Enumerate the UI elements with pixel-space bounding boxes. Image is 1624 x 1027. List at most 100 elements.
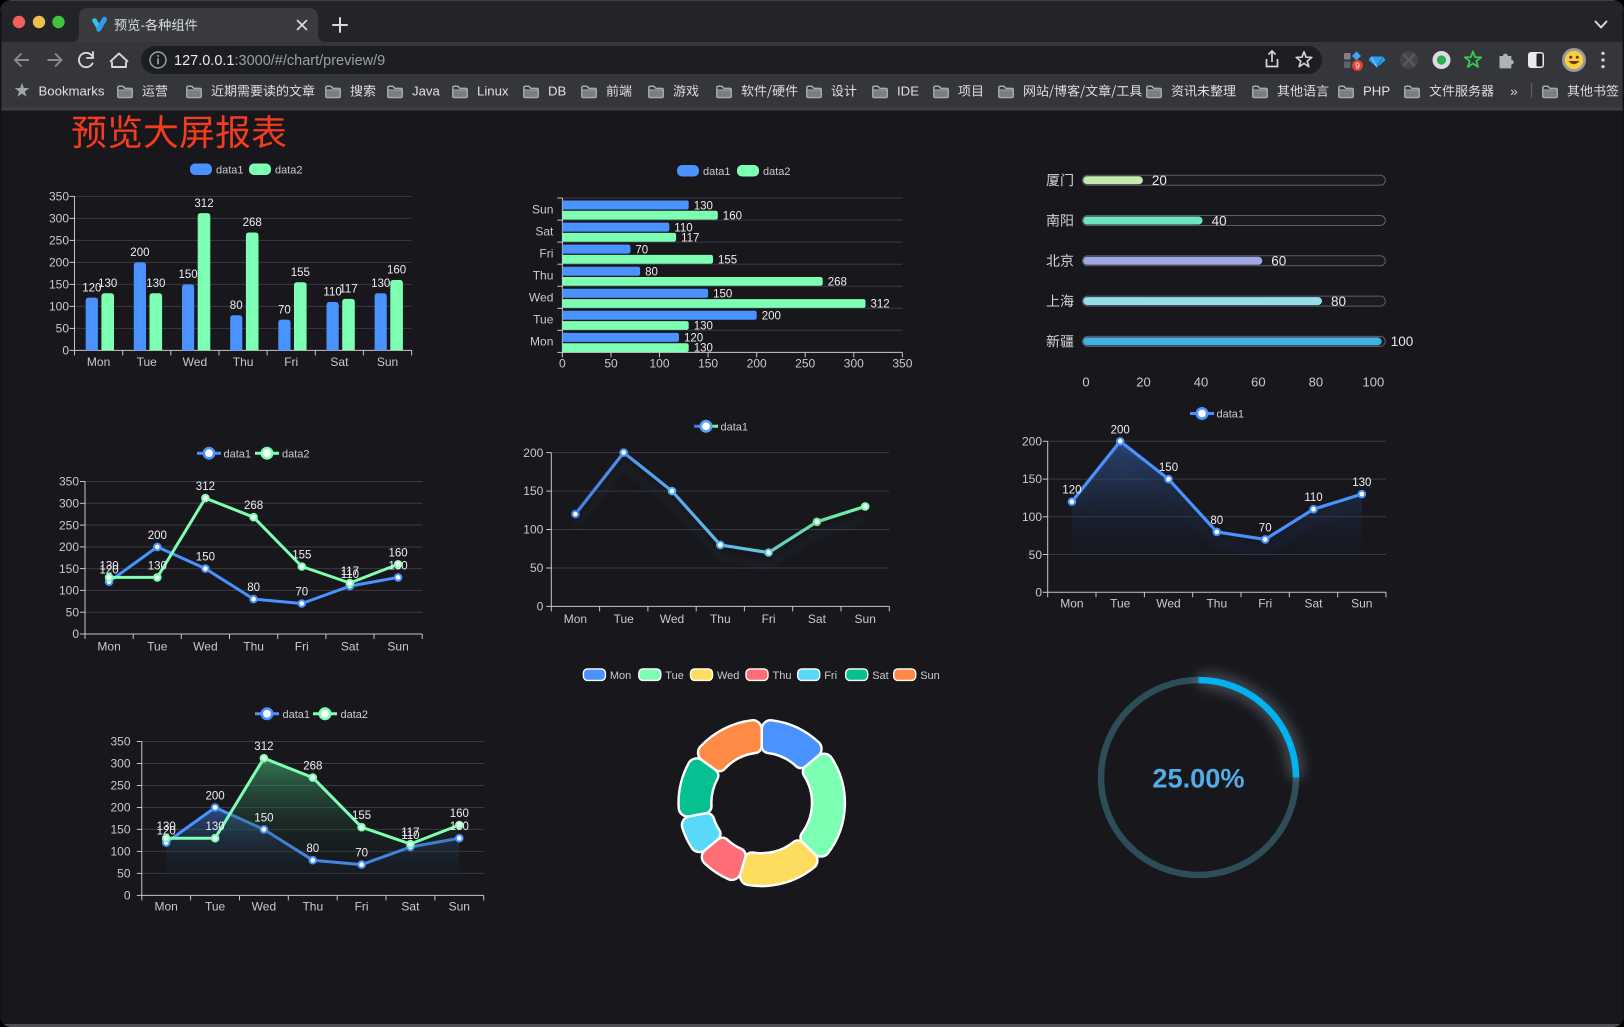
svg-text:150: 150 xyxy=(1022,472,1042,486)
svg-text:200: 200 xyxy=(762,311,781,323)
svg-text:40: 40 xyxy=(1194,375,1208,390)
svg-text:Mon: Mon xyxy=(87,355,110,369)
svg-text:0: 0 xyxy=(1035,586,1042,600)
svg-text:data2: data2 xyxy=(341,709,369,721)
svg-text:Fri: Fri xyxy=(284,355,298,369)
svg-text:100: 100 xyxy=(1022,510,1042,524)
svg-text:130: 130 xyxy=(694,321,713,333)
svg-text:200: 200 xyxy=(1022,435,1042,449)
svg-text:268: 268 xyxy=(243,217,262,229)
svg-text:Mon: Mon xyxy=(610,670,631,682)
svg-text:Wed: Wed xyxy=(660,612,684,626)
svg-text:100: 100 xyxy=(59,584,79,598)
svg-text:9: 9 xyxy=(1355,61,1360,71)
svg-text:110: 110 xyxy=(323,287,341,299)
svg-text:130: 130 xyxy=(206,821,225,833)
svg-text:130: 130 xyxy=(694,200,713,212)
svg-text:Mon: Mon xyxy=(1060,597,1083,611)
svg-text:300: 300 xyxy=(59,497,79,511)
svg-text:20: 20 xyxy=(1152,173,1167,188)
svg-text:Linux: Linux xyxy=(477,84,509,99)
svg-text:130: 130 xyxy=(100,560,119,572)
svg-text:25.00%: 25.00% xyxy=(1152,763,1244,794)
svg-text:110: 110 xyxy=(674,222,692,234)
svg-text:Sun: Sun xyxy=(532,202,553,216)
svg-text:data2: data2 xyxy=(282,448,310,460)
svg-text:Fri: Fri xyxy=(295,640,309,654)
svg-text:120: 120 xyxy=(82,282,101,294)
svg-text:PHP: PHP xyxy=(1363,84,1390,99)
svg-text:80: 80 xyxy=(1331,294,1346,309)
svg-text:70: 70 xyxy=(278,304,291,316)
svg-text:250: 250 xyxy=(110,779,130,793)
svg-text:data1: data1 xyxy=(283,709,311,721)
svg-text:130: 130 xyxy=(146,278,165,290)
svg-text:150: 150 xyxy=(59,562,79,576)
svg-text:250: 250 xyxy=(49,234,69,248)
svg-text:130: 130 xyxy=(98,278,117,290)
svg-text:data1: data1 xyxy=(703,166,731,178)
svg-text:100: 100 xyxy=(49,300,69,314)
svg-text:200: 200 xyxy=(49,256,69,270)
svg-text:130: 130 xyxy=(148,560,167,572)
svg-text:Wed: Wed xyxy=(529,291,553,305)
svg-text:70: 70 xyxy=(295,587,308,599)
svg-text:Thu: Thu xyxy=(243,640,264,654)
svg-text:Mon: Mon xyxy=(530,335,553,349)
svg-text:200: 200 xyxy=(523,446,543,460)
svg-text:Sun: Sun xyxy=(449,900,470,914)
svg-text:80: 80 xyxy=(645,267,658,279)
svg-text:Tue: Tue xyxy=(533,313,554,327)
svg-text:300: 300 xyxy=(110,757,130,771)
svg-text:Tue: Tue xyxy=(614,612,635,626)
svg-text:110: 110 xyxy=(1304,492,1322,504)
svg-text:117: 117 xyxy=(401,827,419,839)
svg-text:100: 100 xyxy=(649,357,669,371)
svg-text:100: 100 xyxy=(110,845,130,859)
svg-text:100: 100 xyxy=(1363,375,1385,390)
svg-text:Fri: Fri xyxy=(355,900,369,914)
svg-text:155: 155 xyxy=(292,550,311,562)
svg-text:Sat: Sat xyxy=(1304,597,1323,611)
svg-text:150: 150 xyxy=(523,484,543,498)
svg-text:60: 60 xyxy=(1251,375,1265,390)
svg-text:Sun: Sun xyxy=(855,612,876,626)
svg-text:200: 200 xyxy=(130,247,149,259)
svg-text:70: 70 xyxy=(1259,522,1272,534)
svg-text:0: 0 xyxy=(537,600,544,614)
svg-text:Sat: Sat xyxy=(872,670,889,682)
svg-text:150: 150 xyxy=(196,552,215,564)
svg-text:70: 70 xyxy=(635,244,648,256)
svg-text:268: 268 xyxy=(244,500,263,512)
svg-text:Fri: Fri xyxy=(539,246,553,260)
svg-text:80: 80 xyxy=(230,300,243,312)
svg-text:155: 155 xyxy=(352,810,371,822)
svg-text:Sun: Sun xyxy=(920,670,940,682)
svg-text:150: 150 xyxy=(698,357,718,371)
svg-text:312: 312 xyxy=(254,741,273,753)
svg-text:data2: data2 xyxy=(275,165,303,177)
svg-text:data1: data1 xyxy=(216,165,244,177)
svg-text:Sun: Sun xyxy=(377,355,398,369)
svg-text:Thu: Thu xyxy=(710,612,731,626)
svg-text:130: 130 xyxy=(450,821,469,833)
svg-text:Mon: Mon xyxy=(155,900,178,914)
svg-text:Tue: Tue xyxy=(665,670,684,682)
svg-text:50: 50 xyxy=(56,322,70,336)
svg-text:20: 20 xyxy=(1136,375,1150,390)
svg-text:100: 100 xyxy=(1391,334,1414,349)
svg-text:Wed: Wed xyxy=(1156,597,1180,611)
svg-text:150: 150 xyxy=(1159,462,1178,474)
svg-text:70: 70 xyxy=(355,848,368,860)
svg-text:110: 110 xyxy=(401,830,419,842)
svg-text:data2: data2 xyxy=(763,166,791,178)
svg-text:data1: data1 xyxy=(1217,409,1245,421)
svg-text:IDE: IDE xyxy=(897,84,919,99)
svg-text:data1: data1 xyxy=(224,448,252,460)
svg-text:150: 150 xyxy=(713,289,732,301)
svg-text:160: 160 xyxy=(387,265,406,277)
svg-text:150: 150 xyxy=(49,278,69,292)
svg-text:312: 312 xyxy=(194,198,213,210)
svg-text:Thu: Thu xyxy=(233,355,254,369)
svg-text:Wed: Wed xyxy=(252,900,276,914)
